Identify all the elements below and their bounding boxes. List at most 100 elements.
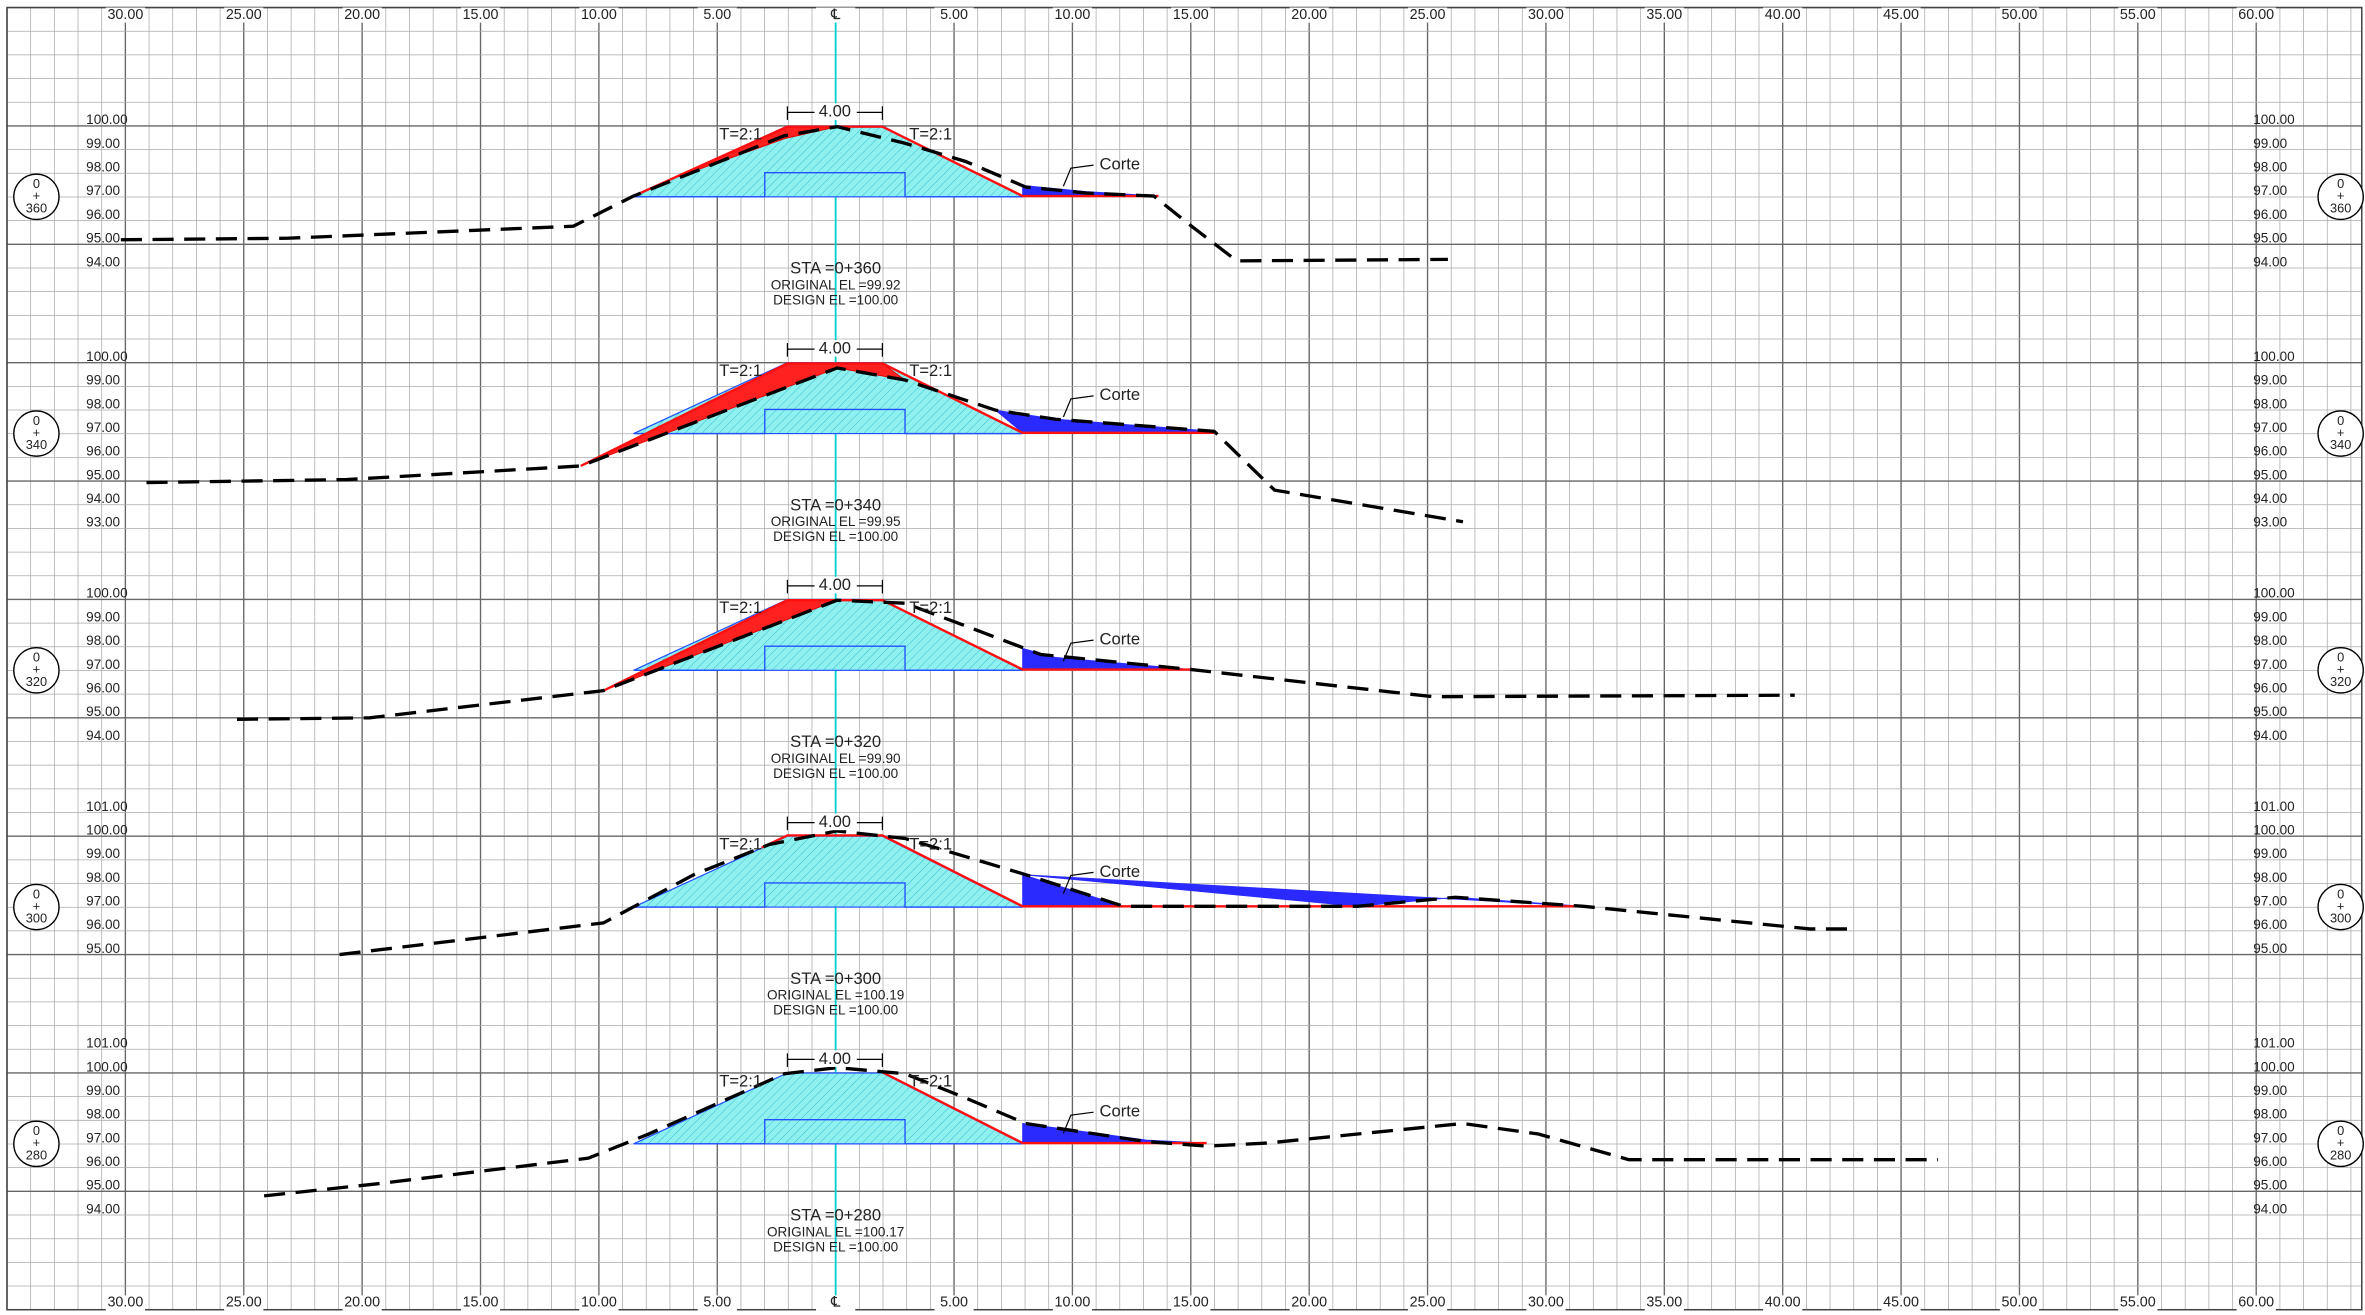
elevation-label-left: 94.00 [86,728,120,743]
elevation-label-right: 100.00 [2253,586,2295,601]
station-top: 0 [33,176,40,191]
elevation-label-left: 98.00 [86,633,120,648]
elevation-label-right: 99.00 [2253,609,2287,624]
elevation-label-left: 95.00 [86,941,120,956]
elevation-label-left: 95.00 [86,467,120,482]
station-top: 0 [33,413,40,428]
width-label: 4.00 [819,338,851,357]
top-offset-label: 40.00 [1765,7,1801,23]
station-top: 0 [33,1123,40,1138]
label-bg [816,1295,856,1311]
station-plus: + [33,662,40,677]
top-offset-label: 20.00 [1291,7,1327,23]
label-bg [934,7,974,23]
station-plus: + [33,898,40,913]
label-bg [1052,7,1093,23]
cut-leader [1062,164,1094,187]
elevation-label-right: 95.00 [2253,704,2287,719]
top-offset-label: 35.00 [1646,7,1682,23]
station-text: STA =0+280 [790,1206,881,1225]
elevation-label-left: 95.00 [86,1178,120,1193]
label-bg [1171,1295,1211,1311]
elevation-label-right: 98.00 [2253,1107,2287,1122]
design-elevation: DESIGN EL =100.00 [773,1003,898,1018]
station-number: 280 [26,1147,47,1162]
elevation-label-left: 99.00 [86,1083,120,1098]
elevation-label-right: 100.00 [2253,112,2295,127]
station-number: 320 [26,674,47,689]
design-elevation: DESIGN EL =100.00 [773,1239,898,1254]
label-bg [1052,1295,1093,1311]
elevation-label-left: 100.00 [86,112,128,127]
cut-leader [1062,871,1094,894]
cut-leader [1062,639,1094,662]
elevation-label-left: 96.00 [86,444,120,459]
elevation-label-right: 98.00 [2253,633,2287,648]
top-offset-label: 15.00 [1173,7,1209,23]
elevation-label-left: 100.00 [86,1059,128,1074]
station-number: 360 [26,200,47,215]
label-bg [2118,7,2158,23]
cut-label: Corte [1100,630,1141,649]
elevation-label-right: 96.00 [2253,680,2287,695]
elevation-label-left: 97.00 [86,894,120,909]
elevation-label-left: 97.00 [86,420,120,435]
slope-left: T=2:1 [719,598,762,617]
station-bubble [13,883,60,931]
station-bubble [13,173,60,221]
label-bg [579,7,619,23]
top-offset-label: 5.00 [940,7,968,23]
bottom-offset-label: 20.00 [1291,1295,1327,1311]
label-bg [1881,7,1921,23]
bottom-offset-label: 15.00 [1173,1295,1209,1311]
label-bg [1763,1295,1803,1311]
elevation-label-right: 97.00 [2253,183,2287,198]
bottom-offset-label: 5.00 [940,1295,968,1311]
width-label: 4.00 [819,575,851,594]
top-offset-label: 10.00 [581,7,617,23]
top-offset-label: ℄ [830,7,840,23]
label-bg [1289,7,1329,23]
subgrade [633,882,1023,908]
cut-label: Corte [1100,385,1141,404]
elevation-label-right: 99.00 [2253,136,2287,151]
ground-line [120,124,1448,263]
top-offset-label: 45.00 [1883,7,1919,23]
station-top: 0 [2337,650,2344,665]
station-text: STA =0+360 [790,259,881,278]
label-bg [697,7,737,23]
station-bubble [13,647,60,694]
elevation-label-left: 97.00 [86,183,120,198]
label-bg [342,7,382,23]
design-line [580,362,1215,468]
elevation-label-right: 97.00 [2253,1130,2287,1145]
station-bubble [2317,410,2364,457]
elevation-label-right: 97.00 [2253,420,2287,435]
slope-right: T=2:1 [909,361,952,380]
station-number: 280 [2330,1147,2351,1162]
elevation-label-left: 96.00 [86,917,120,932]
elevation-label-left: 95.00 [86,704,120,719]
bottom-offset-label: 25.00 [1410,1295,1446,1311]
label-bg [105,7,145,23]
station-bubble [2317,883,2364,931]
elevation-label-left: 100.00 [86,823,128,838]
elevation-label-right: 96.00 [2253,207,2287,222]
station-number: 340 [26,437,47,452]
bottom-offset-label: 5.00 [703,1295,731,1311]
label-bg [1999,1295,2040,1311]
cut-leader [1062,1111,1094,1134]
elevation-label-right: 93.00 [2253,515,2287,530]
station-plus: + [33,188,40,203]
slope-left: T=2:1 [719,124,762,143]
label-bg [814,1050,857,1067]
elevation-label-right: 98.00 [2253,396,2287,411]
bottom-offset-label: 40.00 [1765,1295,1801,1311]
label-bg [1526,1295,1566,1311]
top-offset-label: 20.00 [344,7,380,23]
station-bubble [2317,1120,2364,1168]
bottom-offset-label: 25.00 [226,1295,262,1311]
label-bg [1171,7,1211,23]
